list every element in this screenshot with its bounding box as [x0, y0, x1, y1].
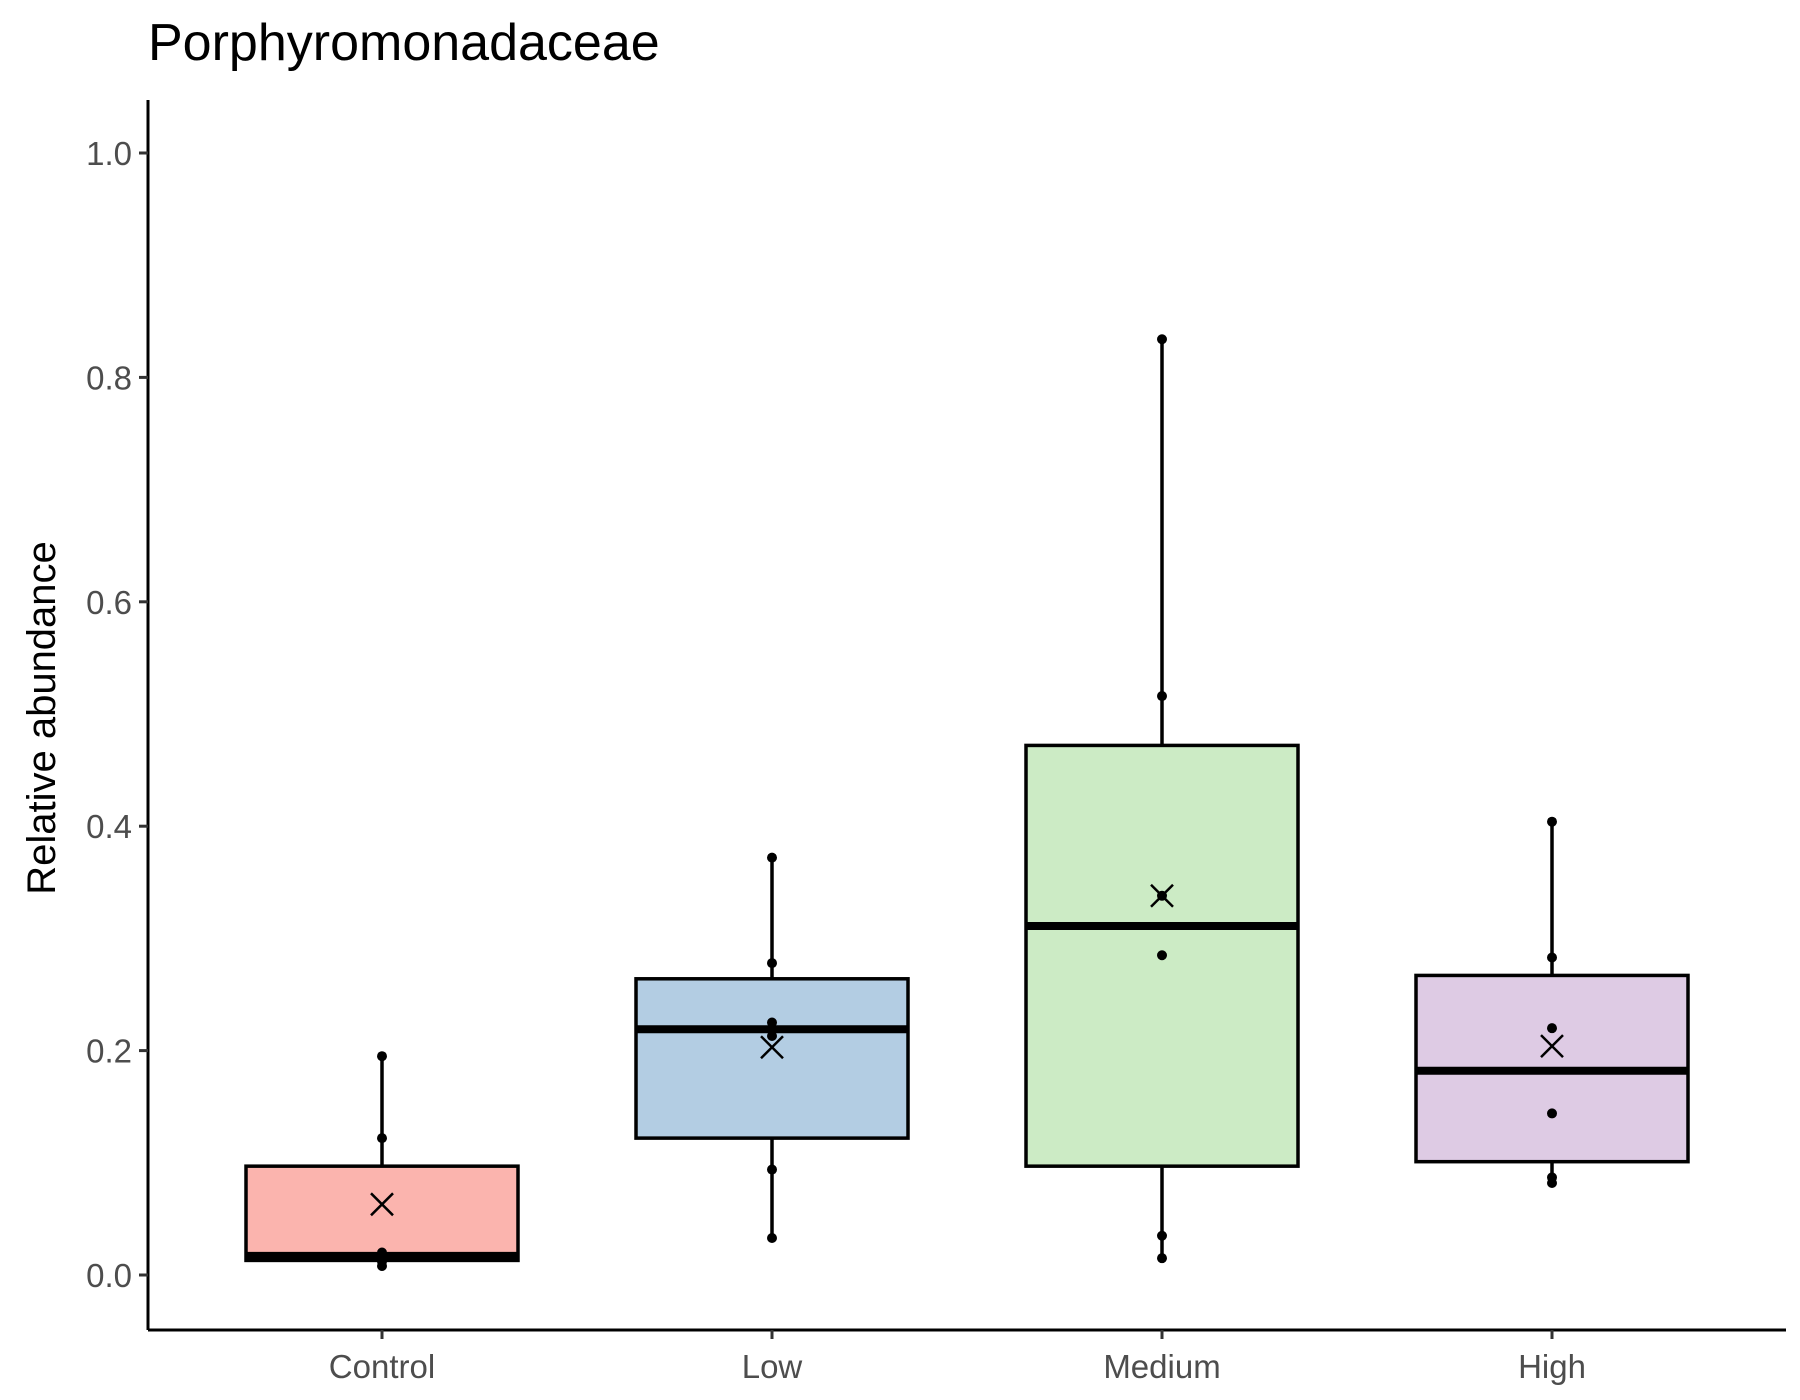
- data-point: [377, 1247, 387, 1258]
- data-point: [1157, 1253, 1167, 1264]
- y-tick-label: 0.6: [86, 584, 132, 621]
- data-point: [1157, 691, 1167, 702]
- y-tick-label: 0.4: [86, 808, 132, 845]
- mean-marker: [370, 1192, 394, 1217]
- box-body: [244, 1164, 520, 1263]
- data-point: [1547, 1108, 1557, 1119]
- x-tick-label: High: [1518, 1348, 1586, 1385]
- mean-marker: [1540, 1034, 1564, 1058]
- data-point: [767, 958, 777, 969]
- box-body: [634, 977, 910, 1140]
- data-point: [1157, 334, 1167, 345]
- data-point: [1157, 950, 1167, 961]
- chart-title: Porphyromonadaceae: [148, 14, 660, 72]
- box-low: [634, 852, 910, 1243]
- box-high: [1414, 816, 1690, 1188]
- data-point: [1547, 1023, 1557, 1034]
- y-tick-label: 0.8: [86, 359, 132, 396]
- box-medium: [1024, 334, 1300, 1264]
- data-point: [767, 1232, 777, 1243]
- y-tick-label: 1.0: [86, 135, 132, 172]
- y-tick-label: 0.2: [86, 1033, 132, 1070]
- data-point: [767, 852, 777, 863]
- y-tick-label: 0.0: [86, 1257, 132, 1294]
- data-point: [1547, 816, 1557, 827]
- mean-marker: [760, 1035, 784, 1060]
- data-point: [767, 1164, 777, 1175]
- data-point: [1547, 1172, 1557, 1183]
- y-axis-label: Relative abundance: [20, 541, 64, 895]
- box-control: [244, 1051, 520, 1272]
- x-tick-label: Low: [742, 1348, 803, 1385]
- box-series: [244, 334, 1690, 1272]
- x-tick-label: Control: [329, 1348, 435, 1385]
- x-tick-label: Medium: [1103, 1348, 1220, 1385]
- data-point: [1547, 952, 1557, 963]
- mean-marker: [1150, 883, 1174, 908]
- data-point: [767, 1031, 777, 1042]
- data-point: [377, 1133, 387, 1144]
- axes: 0.0 0.2 0.4 0.6 0.8 1.0 Control Low Medium High: [86, 100, 1786, 1385]
- data-point: [767, 1017, 777, 1028]
- data-point: [1157, 1230, 1167, 1241]
- data-point: [377, 1051, 387, 1062]
